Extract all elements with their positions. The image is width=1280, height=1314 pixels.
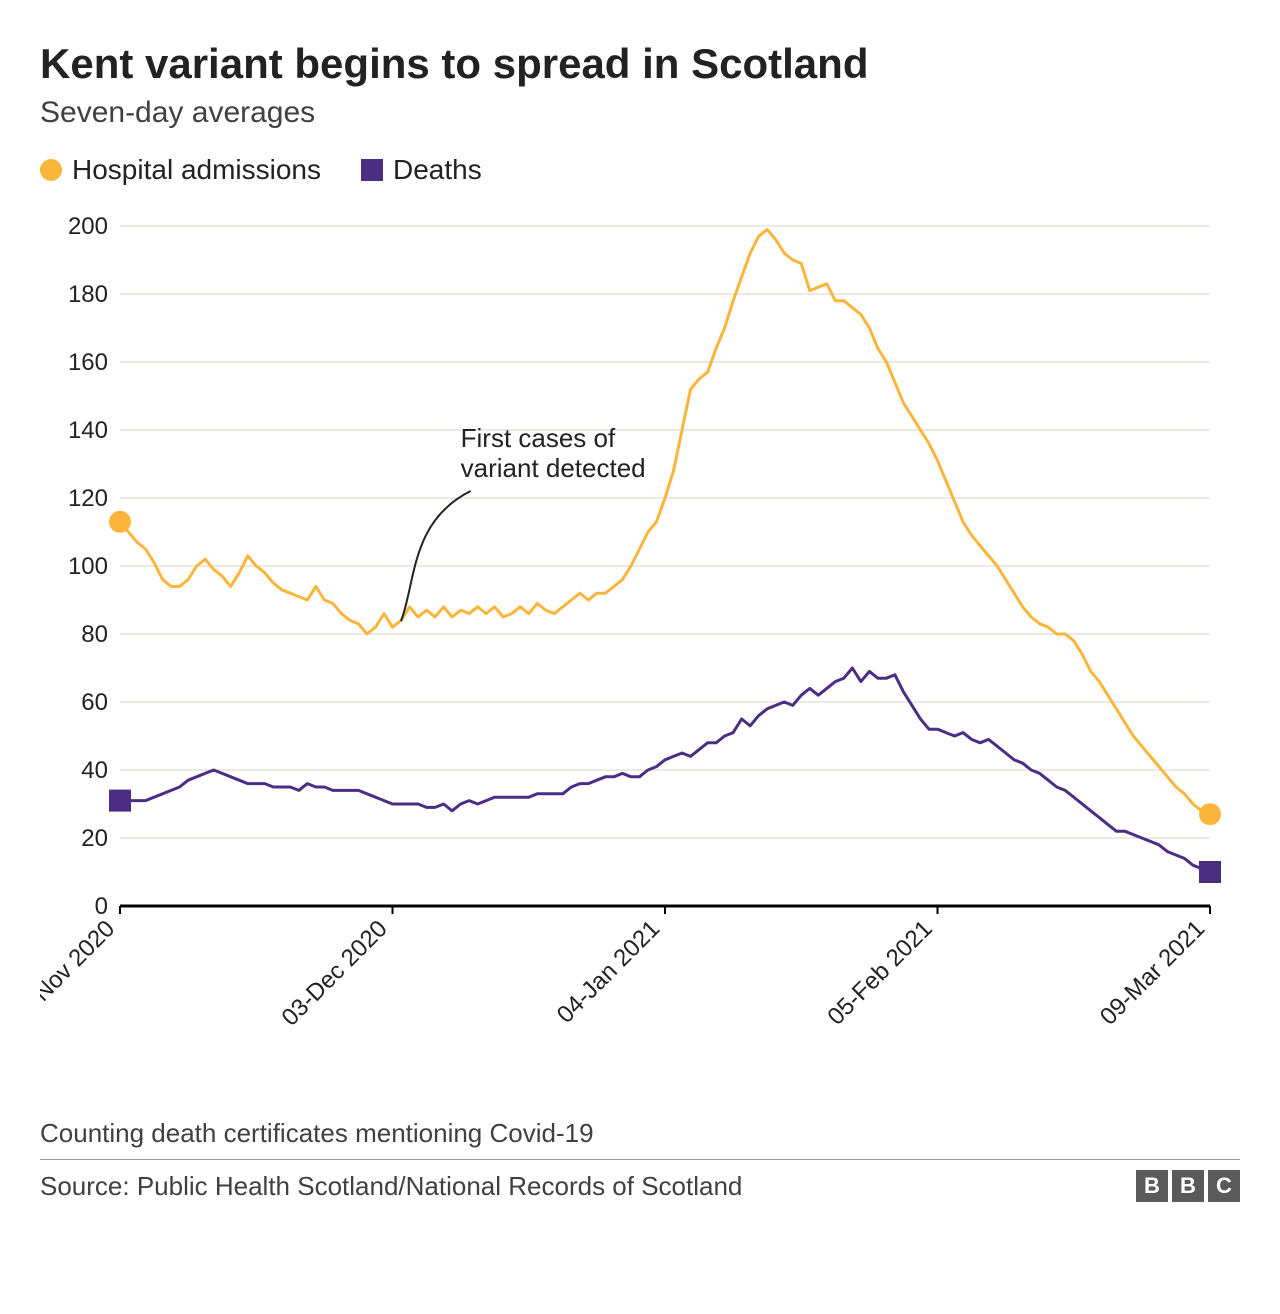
- line-chart-svg: 02040608010012014016018020001-Nov 202003…: [40, 206, 1240, 1106]
- svg-text:100: 100: [68, 553, 108, 580]
- legend-label-deaths: Deaths: [393, 154, 482, 186]
- deaths-marker-icon: [361, 159, 383, 181]
- svg-text:160: 160: [68, 349, 108, 376]
- legend-item-hospital: Hospital admissions: [40, 154, 321, 186]
- source-text: Source: Public Health Scotland/National …: [40, 1171, 742, 1202]
- plot-area: 02040608010012014016018020001-Nov 202003…: [40, 206, 1240, 1106]
- svg-text:variant detected: variant detected: [461, 453, 646, 483]
- svg-text:20: 20: [81, 825, 108, 852]
- chart-subtitle: Seven-day averages: [40, 96, 1240, 130]
- svg-text:03-Dec 2020: 03-Dec 2020: [276, 915, 392, 1031]
- svg-text:180: 180: [68, 281, 108, 308]
- svg-text:140: 140: [68, 417, 108, 444]
- svg-text:01-Nov 2020: 01-Nov 2020: [40, 915, 120, 1031]
- svg-text:80: 80: [81, 621, 108, 648]
- bbc-b1: B: [1136, 1170, 1168, 1202]
- bbc-b2: B: [1172, 1170, 1204, 1202]
- svg-text:40: 40: [81, 757, 108, 784]
- chart-title: Kent variant begins to spread in Scotlan…: [40, 40, 1240, 88]
- legend-item-deaths: Deaths: [361, 154, 482, 186]
- legend: Hospital admissions Deaths: [40, 154, 1240, 186]
- bbc-c: C: [1208, 1170, 1240, 1202]
- svg-text:05-Feb 2021: 05-Feb 2021: [822, 915, 937, 1030]
- chart-container: Kent variant begins to spread in Scotlan…: [40, 40, 1240, 1202]
- svg-text:First cases of: First cases of: [461, 423, 616, 453]
- hospital-marker-icon: [40, 159, 62, 181]
- svg-text:120: 120: [68, 485, 108, 512]
- svg-text:09-Mar 2021: 09-Mar 2021: [1095, 915, 1210, 1030]
- legend-label-hospital: Hospital admissions: [72, 154, 321, 186]
- footnote: Counting death certificates mentioning C…: [40, 1102, 1240, 1160]
- svg-text:60: 60: [81, 689, 108, 716]
- bbc-logo-icon: B B C: [1136, 1170, 1240, 1202]
- svg-text:04-Jan 2021: 04-Jan 2021: [552, 915, 665, 1028]
- svg-text:200: 200: [68, 213, 108, 240]
- source-row: Source: Public Health Scotland/National …: [40, 1160, 1240, 1202]
